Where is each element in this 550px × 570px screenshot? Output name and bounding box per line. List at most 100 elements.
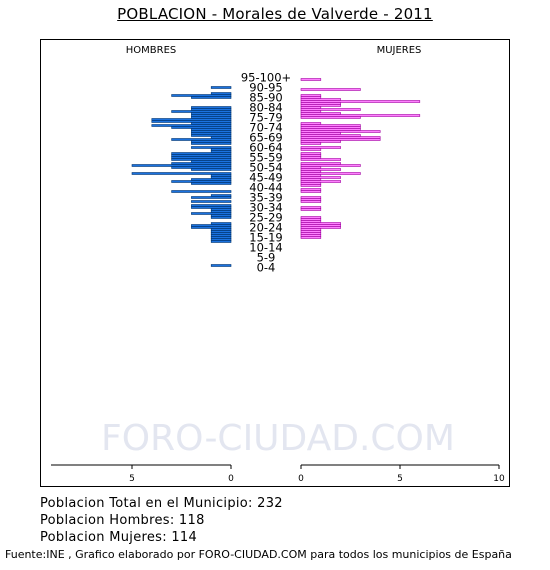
male-bar-age-40 (171, 190, 232, 193)
female-bar-age-35 (300, 200, 322, 203)
female-bar-age-91 (300, 88, 361, 91)
male-bar-age-78 (191, 114, 232, 117)
female-bar-age-74 (300, 122, 322, 125)
male-bar-age-82 (191, 106, 232, 109)
female-bar-age-21 (300, 228, 322, 231)
female-bar-age-22 (300, 226, 341, 229)
watermark-text: FORO-CIUDAD.COM (101, 418, 455, 459)
female-bar-age-31 (300, 208, 322, 211)
male-bar-age-79 (191, 112, 232, 115)
stat-men: Poblacion Hombres: 118 (40, 513, 205, 528)
age-group-label: 20-24 (249, 221, 282, 235)
age-group-label: 80-84 (249, 101, 282, 115)
female-bar-age-82 (300, 106, 322, 109)
source-note: Fuente:INE , Grafico elaborado por FORO-… (5, 548, 512, 561)
male-bar-age-62 (191, 146, 232, 149)
age-group-label: 0-4 (257, 261, 276, 275)
age-group-label: 15-19 (249, 231, 282, 245)
female-bar-age-40 (300, 190, 322, 193)
male-bar-age-51 (191, 168, 232, 171)
male-bar-age-67 (210, 136, 232, 139)
age-group-label: 90-95 (249, 81, 282, 95)
male-bar-age-69 (191, 132, 232, 135)
female-bar-age-67 (300, 136, 381, 139)
female-bar-age-49 (300, 172, 361, 175)
male-bar-age-59 (171, 152, 232, 155)
female-bar-age-27 (300, 216, 322, 219)
male-bar-age-80 (171, 110, 232, 113)
male-bar-age-57 (171, 156, 232, 159)
female-bar-age-80 (300, 110, 322, 113)
female-bar-age-65 (300, 140, 341, 143)
right-tick-label: 10 (493, 474, 505, 484)
male-bar-age-89 (210, 92, 232, 95)
male-bar-age-28 (210, 214, 232, 217)
female-bar-age-37 (300, 196, 322, 199)
chart-frame: FORO-CIUDAD.COM HOMBRES MUJERES 95-100+ 9… (40, 39, 510, 487)
female-bar-age-61 (300, 148, 322, 151)
male-bar-age-92 (210, 86, 232, 89)
male-bar-age-32 (191, 206, 232, 209)
male-bar-age-71 (191, 128, 232, 131)
male-bar-age-44 (191, 182, 232, 185)
female-bar-age-69 (300, 132, 341, 135)
male-bar-age-68 (191, 134, 232, 137)
age-group-label: 60-64 (249, 141, 282, 155)
female-bar-age-83 (300, 104, 341, 107)
male-bar-age-70 (191, 130, 232, 133)
female-bar-age-64 (300, 142, 322, 145)
male-bar-age-20 (210, 230, 232, 233)
male-bar-age-23 (191, 224, 232, 227)
male-bar-age-75 (151, 120, 232, 123)
female-bar-age-54 (300, 162, 341, 165)
male-bar-age-65 (191, 140, 232, 143)
female-bar-age-19 (300, 232, 322, 235)
female-bar-age-24 (300, 222, 341, 225)
female-bar-age-46 (300, 178, 322, 181)
female-bar-age-50 (300, 170, 322, 173)
female-bar-age-44 (300, 182, 322, 185)
female-bar-age-85 (300, 100, 421, 103)
age-group-label: 30-34 (249, 201, 282, 215)
female-bar-age-62 (300, 146, 341, 149)
male-bar-age-16 (210, 238, 232, 241)
female-bar-age-53 (300, 164, 361, 167)
female-bar-age-58 (300, 154, 322, 157)
male-bar-age-73 (151, 124, 232, 127)
male-bar-age-30 (210, 210, 232, 213)
male-bar-age-74 (191, 122, 232, 125)
female-bar-age-70 (300, 130, 381, 133)
male-bar-age-18 (210, 234, 232, 237)
male-bar-age-46 (191, 178, 232, 181)
male-bar-age-27 (210, 216, 232, 219)
male-bar-age-48 (210, 174, 232, 177)
male-bar-age-35 (191, 200, 232, 203)
stat-total: Poblacion Total en el Municipio: 232 (40, 496, 283, 511)
male-bar-age-17 (210, 236, 232, 239)
male-bar-age-47 (210, 176, 232, 179)
age-group-label: 35-39 (249, 191, 282, 205)
female-bar-age-68 (300, 134, 361, 137)
hombres-header: HOMBRES (126, 45, 177, 56)
female-bar-age-84 (300, 102, 341, 105)
female-bar-age-78 (300, 114, 421, 117)
male-bar-age-87 (191, 96, 232, 99)
male-bar-age-19 (210, 232, 232, 235)
male-bar-age-88 (171, 94, 232, 97)
age-group-label: 45-49 (249, 171, 282, 185)
mujeres-header: MUJERES (377, 45, 422, 56)
male-bar-age-58 (171, 154, 232, 157)
age-group-label: 85-90 (249, 91, 282, 105)
age-group-label: 5-9 (257, 251, 276, 265)
age-group-label: 95-100+ (241, 71, 291, 85)
female-bar-age-77 (300, 116, 361, 119)
female-bar-age-23 (300, 224, 341, 227)
female-bar-age-52 (300, 166, 322, 169)
male-bar-age-22 (191, 226, 232, 229)
male-bar-age-49 (131, 172, 232, 175)
age-group-label: 70-74 (249, 121, 282, 135)
male-bar-age-72 (171, 126, 232, 129)
female-bar-age-56 (300, 158, 341, 161)
male-bar-age-45 (171, 180, 232, 183)
male-bar-age-77 (191, 116, 232, 119)
